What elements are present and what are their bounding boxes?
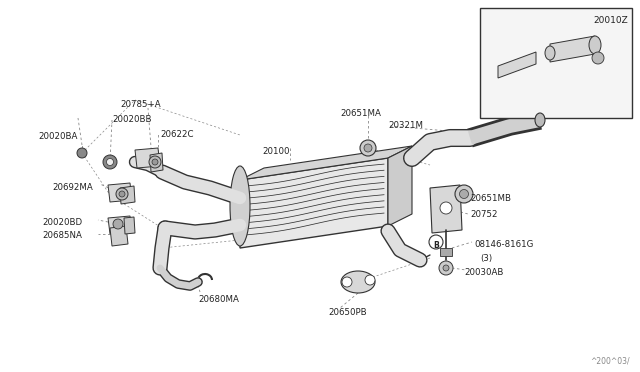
Circle shape [77, 148, 87, 158]
Text: (3): (3) [480, 254, 492, 263]
Text: B: B [433, 241, 439, 250]
Polygon shape [240, 146, 412, 180]
Text: 20020BB: 20020BB [112, 115, 152, 124]
Circle shape [443, 265, 449, 271]
Text: 20650PB: 20650PB [328, 308, 367, 317]
Circle shape [106, 158, 113, 166]
Text: 20785+A: 20785+A [120, 100, 161, 109]
Text: 20321M: 20321M [388, 121, 423, 130]
Text: 20020BA: 20020BA [38, 132, 77, 141]
Bar [480, 8, 632, 118]
Polygon shape [110, 226, 128, 246]
Text: 20020BD: 20020BD [42, 218, 82, 227]
Text: ^200^03/: ^200^03/ [590, 357, 630, 366]
Polygon shape [108, 183, 132, 202]
Circle shape [365, 275, 375, 285]
Ellipse shape [535, 113, 545, 127]
Text: 20651MA: 20651MA [340, 109, 381, 118]
Circle shape [460, 189, 468, 199]
Circle shape [429, 235, 443, 249]
Polygon shape [430, 185, 462, 233]
Circle shape [455, 185, 473, 203]
Circle shape [364, 144, 372, 152]
Polygon shape [150, 153, 163, 172]
Circle shape [360, 140, 376, 156]
Text: 20030AB: 20030AB [464, 268, 504, 277]
Ellipse shape [230, 166, 250, 246]
Circle shape [439, 261, 453, 275]
Ellipse shape [341, 271, 375, 293]
Polygon shape [388, 146, 412, 226]
Circle shape [342, 277, 352, 287]
Text: 08146-8161G: 08146-8161G [474, 240, 533, 249]
Circle shape [113, 219, 123, 229]
Ellipse shape [545, 46, 555, 60]
Polygon shape [240, 158, 388, 248]
Polygon shape [124, 217, 135, 234]
Text: 20752: 20752 [470, 210, 497, 219]
Text: 20010Z: 20010Z [593, 16, 628, 25]
Circle shape [116, 188, 128, 200]
Text: 20680MA: 20680MA [198, 295, 239, 304]
Circle shape [152, 159, 158, 165]
Text: 20692MA: 20692MA [52, 183, 93, 192]
Polygon shape [120, 186, 135, 204]
Circle shape [103, 155, 117, 169]
Circle shape [149, 156, 161, 168]
Text: 20685NA: 20685NA [42, 231, 82, 240]
Circle shape [592, 52, 604, 64]
Bar [440, 248, 452, 256]
Text: 20100: 20100 [262, 147, 289, 156]
Text: 20651MB: 20651MB [470, 194, 511, 203]
Circle shape [119, 191, 125, 197]
Polygon shape [550, 36, 595, 62]
Polygon shape [498, 52, 536, 78]
Text: 20622C: 20622C [160, 130, 193, 139]
Polygon shape [108, 216, 132, 234]
Circle shape [440, 202, 452, 214]
Polygon shape [135, 148, 160, 168]
Ellipse shape [589, 36, 601, 54]
